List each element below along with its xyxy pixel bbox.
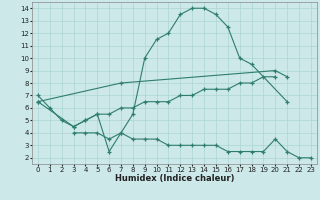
X-axis label: Humidex (Indice chaleur): Humidex (Indice chaleur) <box>115 174 234 183</box>
